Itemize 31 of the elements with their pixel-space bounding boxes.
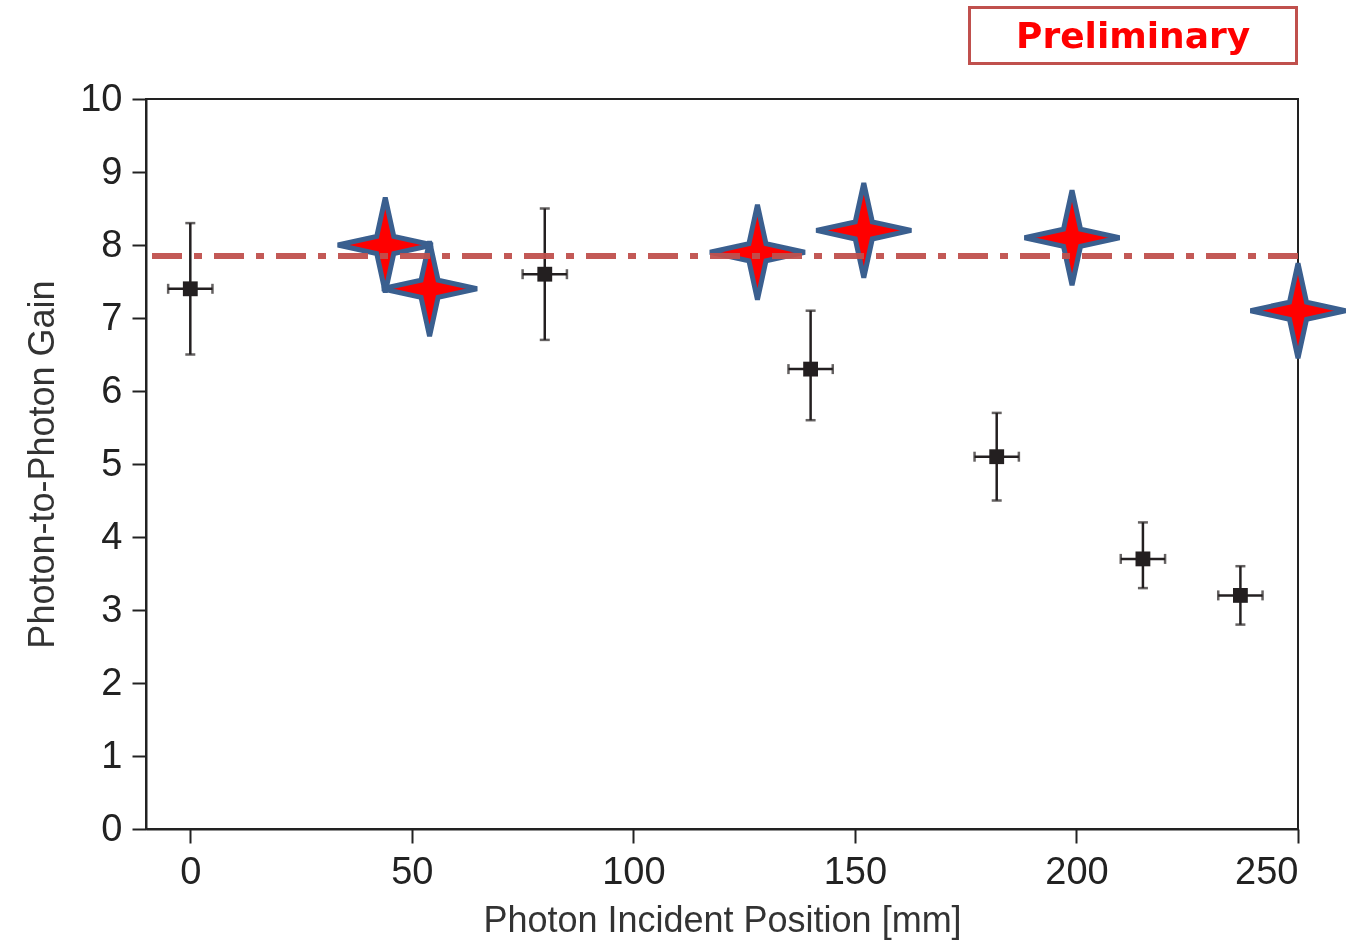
y-tick-label: 8 — [101, 222, 123, 265]
point — [335, 195, 436, 295]
y-tick-label: 1 — [101, 733, 123, 776]
y-tick-label: 5 — [101, 441, 123, 484]
point — [989, 449, 1005, 465]
point — [537, 266, 553, 282]
y-tick-label: 0 — [101, 806, 123, 849]
y-tick-label: 4 — [101, 514, 123, 557]
y-tick-label: 6 — [101, 368, 123, 411]
point — [1022, 187, 1122, 288]
y-tick-label: 9 — [101, 149, 123, 192]
point — [182, 281, 198, 297]
x-tick-label: 50 — [391, 849, 434, 892]
y-tick-label: 3 — [101, 587, 123, 630]
x-tick-label: 250 — [1235, 849, 1299, 892]
x-tick-label: 0 — [180, 849, 202, 892]
point — [803, 361, 819, 377]
x-axis-title: Photon Incident Position [mm] — [483, 898, 962, 940]
point — [1248, 260, 1348, 361]
point — [379, 238, 480, 339]
x-tick-label: 200 — [1045, 849, 1109, 892]
x-tick-label: 100 — [602, 849, 666, 892]
point — [813, 180, 914, 281]
point — [1232, 587, 1248, 603]
x-tick-label: 150 — [823, 849, 888, 892]
y-tick-label: 7 — [101, 295, 123, 338]
y-tick-label: 10 — [80, 76, 123, 119]
point — [1135, 551, 1151, 567]
y-tick-label: 2 — [101, 660, 123, 703]
text: Preliminary — [968, 6, 1299, 65]
y-axis-title: Photon-to-Photon Gain — [21, 280, 63, 649]
